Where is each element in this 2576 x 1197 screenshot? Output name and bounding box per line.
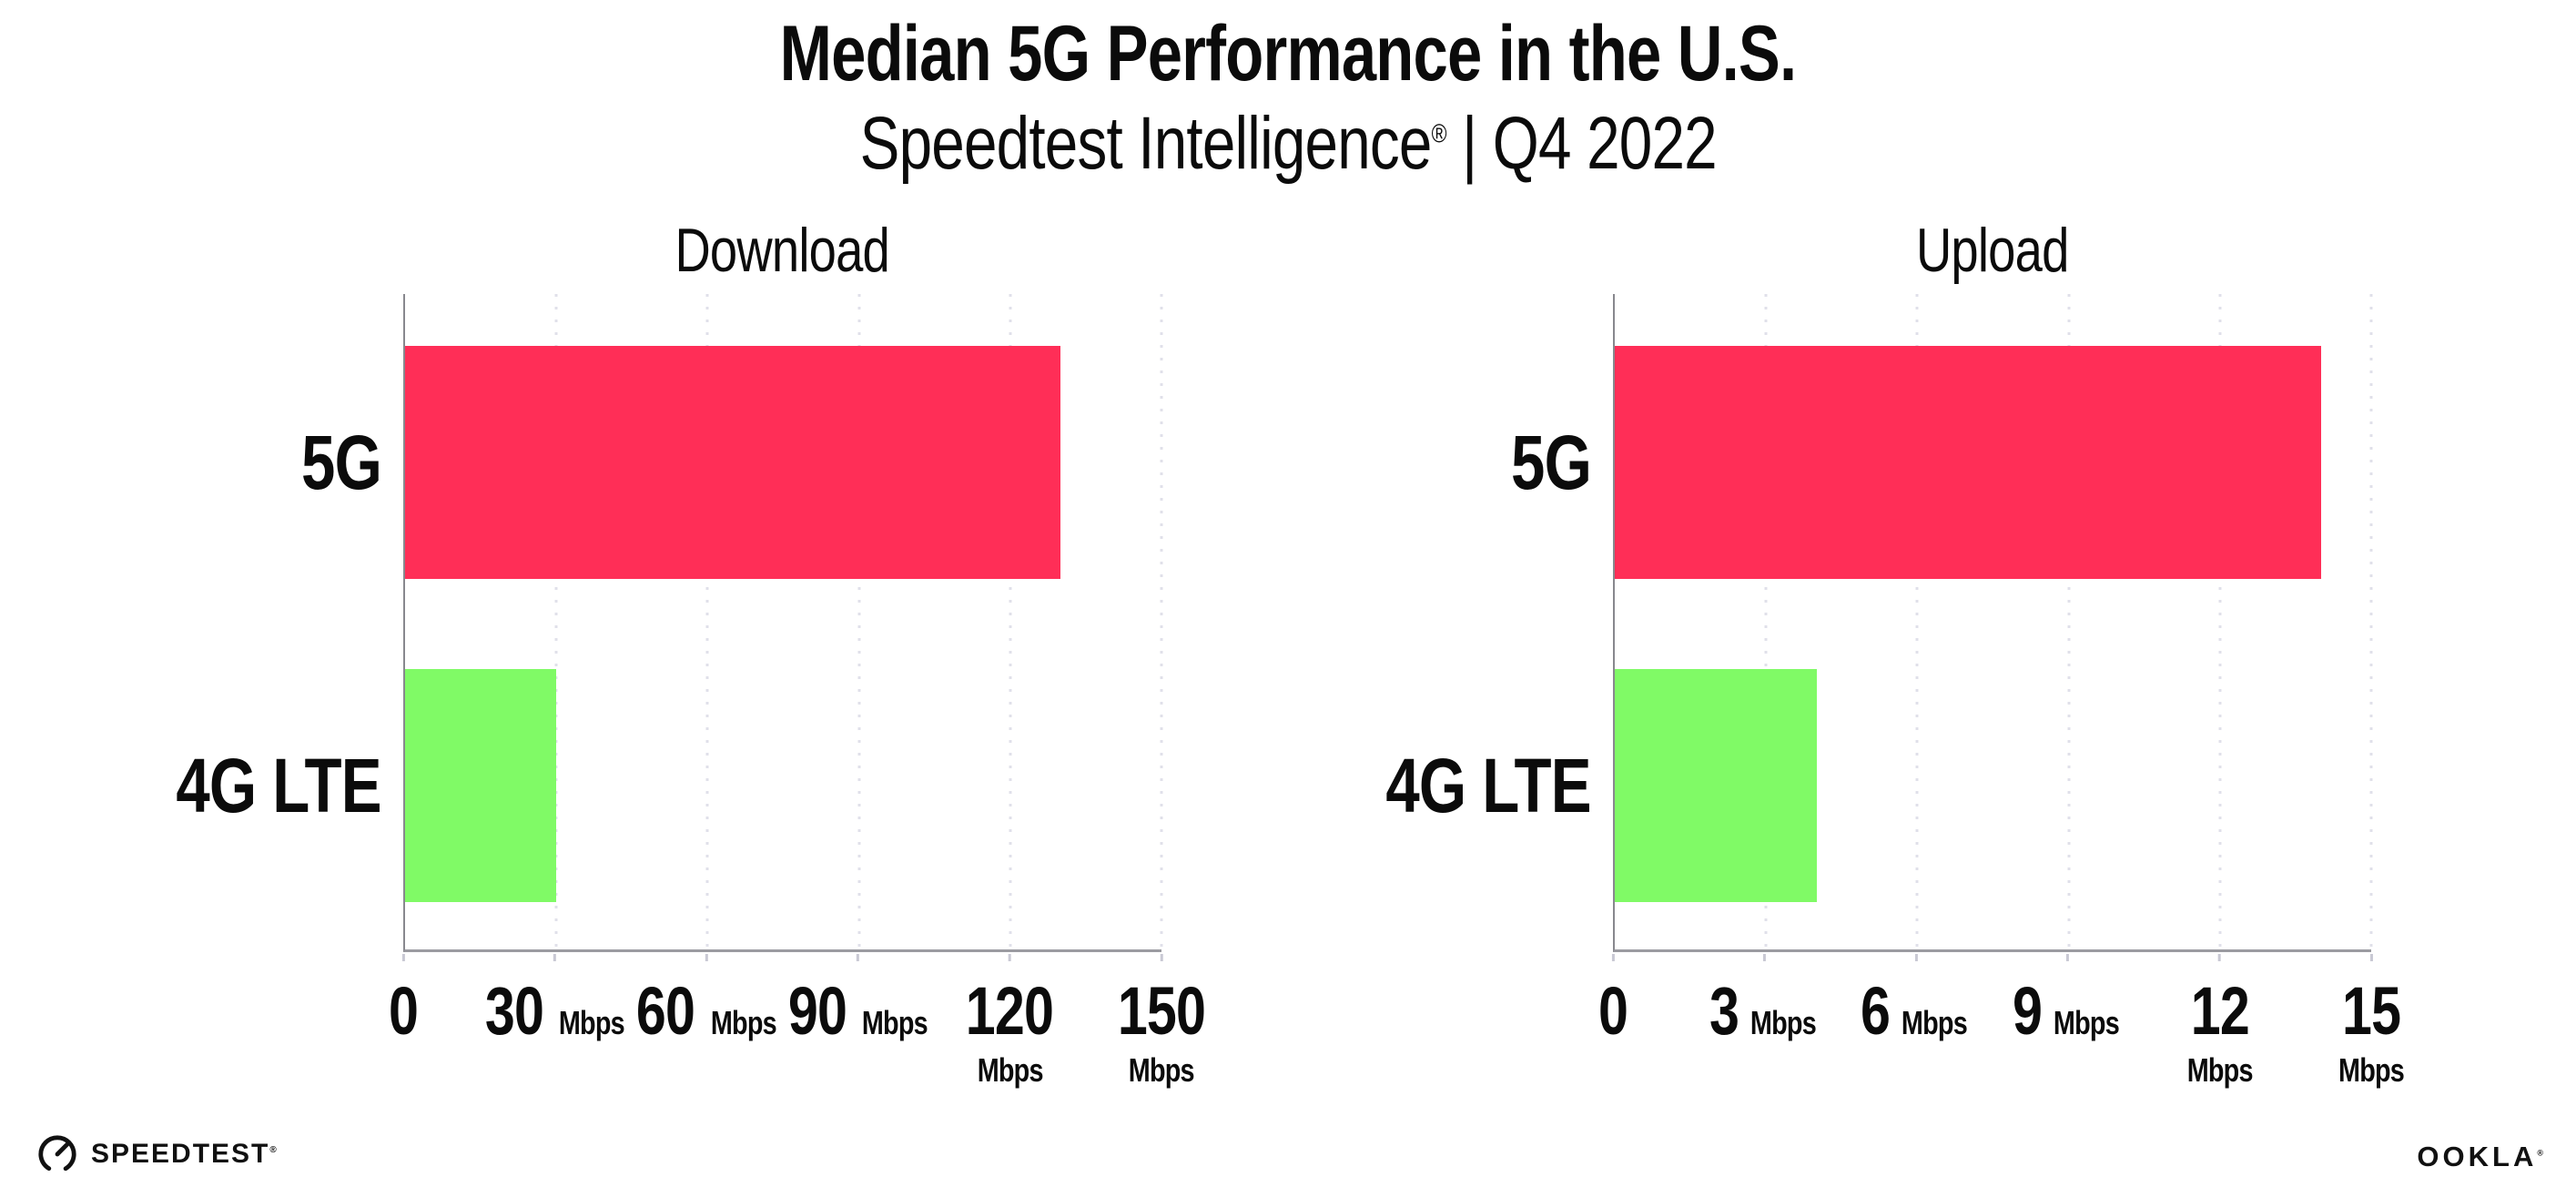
tick-unit-label: Mbps bbox=[1129, 1051, 1195, 1090]
category-label-4g-lte: 4G LTE bbox=[1334, 669, 1592, 902]
tick-number: 150 bbox=[1117, 973, 1206, 1050]
ookla-wordmark: OOKLA® bbox=[2417, 1141, 2543, 1173]
tick-number: 0 bbox=[1597, 973, 1628, 1050]
gridline-90 bbox=[857, 294, 861, 950]
upload-chart-title-text: Upload bbox=[1915, 216, 2069, 286]
x-tick-15: 15Mbps bbox=[2330, 952, 2412, 1087]
speedtest-logo: SPEEDTEST® bbox=[36, 1133, 277, 1175]
download-bar-4g-lte bbox=[405, 669, 557, 903]
gridline-120 bbox=[1009, 294, 1012, 950]
subtitle-period: | Q4 2022 bbox=[1445, 101, 1718, 185]
upload-plot-area bbox=[1613, 294, 2373, 953]
x-tick-3: 3 Mbps bbox=[1706, 952, 1824, 1045]
tick-mark bbox=[2217, 954, 2221, 962]
tick-number: 9 bbox=[2012, 973, 2043, 1050]
category-label-5g: 5G bbox=[281, 346, 382, 579]
tick-unit-label: Mbps bbox=[2186, 1051, 2253, 1090]
tick-mark bbox=[1611, 954, 1615, 962]
tick-mark bbox=[1763, 954, 1767, 962]
tick-mark bbox=[1160, 954, 1163, 962]
x-tick-9: 9 Mbps bbox=[2009, 952, 2127, 1045]
tick-number: 12 bbox=[2190, 973, 2249, 1050]
tick-unit-label: Mbps bbox=[558, 1004, 625, 1042]
gridline-15 bbox=[2369, 294, 2373, 950]
download-x-axis: 0 30 Mbps 60 Mbps 90 Mbps 120Mbps 150Mbps bbox=[389, 952, 1206, 1107]
tick-mark bbox=[1008, 954, 1011, 962]
tick-unit-label: Mbps bbox=[977, 1051, 1043, 1090]
speedtest-wordmark-text: SPEEDTEST bbox=[91, 1139, 270, 1169]
tick-number: 30 bbox=[484, 973, 543, 1050]
page-subtitle: Speedtest Intelligence® | Q4 2022 bbox=[0, 101, 2576, 187]
download-plot-area bbox=[403, 294, 1163, 953]
gridline-3 bbox=[1764, 294, 1768, 950]
category-label-5g-text: 5G bbox=[1510, 419, 1592, 505]
upload-chart: Upload 5G 4G LTE 0 3 Mbps 6 Mbps 9 Mbps 12Mbps 1… bbox=[1383, 187, 2405, 1107]
category-label-4g-lte-text: 4G LTE bbox=[1385, 742, 1592, 828]
tick-mark bbox=[1914, 954, 1918, 962]
tick-number: 3 bbox=[1709, 973, 1739, 1050]
upload-category-labels: 5G 4G LTE bbox=[1383, 294, 1613, 952]
category-label-5g: 5G bbox=[1491, 346, 1592, 579]
ookla-logo: OOKLA® bbox=[2417, 1141, 2543, 1173]
tick-unit-label: Mbps bbox=[1902, 1004, 1968, 1042]
speedtest-gauge-icon bbox=[38, 1135, 76, 1173]
tick-mark bbox=[401, 954, 405, 962]
tick-number: 120 bbox=[966, 973, 1054, 1050]
subtitle-brand: Speedtest Intelligence bbox=[859, 101, 1432, 185]
page-title: Median 5G Performance in the U.S. bbox=[0, 9, 2576, 99]
download-chart: Download 5G 4G LTE 0 30 Mbps 60 Mbps 90 Mbps 12… bbox=[173, 187, 1206, 1107]
x-tick-0: 0 bbox=[385, 952, 421, 1045]
speedtest-trademark: ® bbox=[269, 1145, 277, 1155]
gridline-150 bbox=[1160, 294, 1163, 950]
x-tick-120: 120Mbps bbox=[934, 952, 1086, 1087]
gridline-12 bbox=[2218, 294, 2222, 950]
download-category-labels: 5G 4G LTE bbox=[173, 294, 403, 952]
registered-mark: ® bbox=[1431, 119, 1446, 149]
page-title-text: Median 5G Performance in the U.S. bbox=[779, 10, 1798, 97]
upload-bar-5g bbox=[1615, 346, 2321, 580]
category-label-5g-text: 5G bbox=[300, 419, 382, 505]
tick-unit-label: Mbps bbox=[710, 1004, 776, 1042]
upload-bar-4g-lte bbox=[1615, 669, 1817, 903]
tick-mark bbox=[857, 954, 860, 962]
charts-row: Download 5G 4G LTE 0 30 Mbps 60 Mbps 90 Mbps 12… bbox=[0, 187, 2576, 1107]
tick-unit-label: Mbps bbox=[2338, 1051, 2405, 1090]
download-chart-title: Download bbox=[173, 219, 1161, 281]
download-chart-title-text: Download bbox=[674, 216, 890, 286]
upload-chart-title: Upload bbox=[1383, 219, 2371, 281]
x-tick-150: 150Mbps bbox=[1107, 952, 1216, 1087]
tick-mark bbox=[553, 954, 557, 962]
x-tick-60: 60 Mbps bbox=[629, 952, 784, 1045]
tick-unit-label: Mbps bbox=[2053, 1004, 2120, 1042]
gridline-60 bbox=[705, 294, 709, 950]
category-label-4g-lte-text: 4G LTE bbox=[176, 742, 382, 828]
upload-x-axis: 0 3 Mbps 6 Mbps 9 Mbps 12Mbps 15Mbps bbox=[1598, 952, 2405, 1107]
ookla-wordmark-text: OOKLA bbox=[2417, 1141, 2538, 1172]
gridline-9 bbox=[2067, 294, 2071, 950]
tick-mark bbox=[2369, 954, 2373, 962]
x-tick-0: 0 bbox=[1595, 952, 1631, 1045]
tick-number: 60 bbox=[636, 973, 695, 1050]
tick-mark bbox=[2066, 954, 2070, 962]
x-tick-90: 90 Mbps bbox=[781, 952, 936, 1045]
tick-number: 0 bbox=[388, 973, 419, 1050]
download-bar-5g bbox=[405, 346, 1061, 580]
x-tick-30: 30 Mbps bbox=[477, 952, 632, 1045]
ookla-trademark: ® bbox=[2537, 1148, 2543, 1158]
gridline-6 bbox=[1915, 294, 1919, 950]
gridline-30 bbox=[554, 294, 558, 950]
header: Median 5G Performance in the U.S. Speedt… bbox=[0, 0, 2576, 187]
tick-number: 6 bbox=[1861, 973, 1891, 1050]
tick-number: 15 bbox=[2341, 973, 2401, 1050]
speedtest-wordmark: SPEEDTEST® bbox=[91, 1139, 277, 1170]
category-label-4g-lte: 4G LTE bbox=[125, 669, 382, 902]
x-tick-12: 12Mbps bbox=[2144, 952, 2296, 1087]
tick-mark bbox=[705, 954, 708, 962]
tick-unit-label: Mbps bbox=[861, 1004, 928, 1042]
tick-unit-label: Mbps bbox=[1749, 1004, 1817, 1042]
x-tick-6: 6 Mbps bbox=[1857, 952, 1975, 1045]
tick-number: 90 bbox=[787, 973, 847, 1050]
page-subtitle-text: Speedtest Intelligence® | Q4 2022 bbox=[859, 101, 1718, 187]
